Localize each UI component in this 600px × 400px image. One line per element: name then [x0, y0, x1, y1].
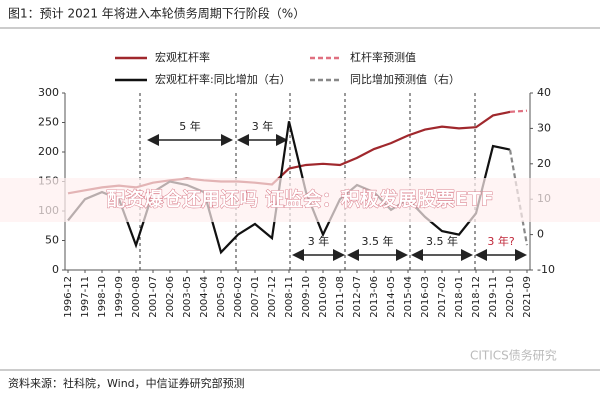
x-tick-label: 2009-10	[301, 276, 312, 318]
x-tick-label: 1996-12	[63, 276, 74, 318]
cycle-label: 3 年	[308, 234, 330, 248]
y-tick-label: 300	[38, 86, 59, 99]
x-tick-label: 2021-09	[522, 276, 533, 318]
x-tick-label: 2018-12	[471, 276, 482, 318]
legend-label: 宏观杠杆率:同比增加（右）	[155, 72, 291, 86]
y-tick-label: 50	[45, 234, 59, 247]
x-tick-label: 2007-12	[267, 276, 278, 318]
x-tick-label: 2006-02	[233, 276, 244, 318]
banner-text: 配资爆仓还用还吗 证监会：积极发展股票ETF	[106, 188, 494, 211]
cycle-label: 5 年	[179, 119, 201, 133]
legend-label: 杠杆率预测值	[350, 50, 416, 64]
y-tick-label: 200	[38, 145, 59, 158]
watermark: CITICS债务研究	[470, 348, 557, 363]
cycle-label: 3.5 年	[426, 234, 458, 248]
y-tick-label: 250	[38, 116, 59, 129]
x-tick-label: 2004-04	[199, 276, 210, 318]
x-tick-label: 2014-05	[386, 276, 397, 318]
x-tick-label: 2005-03	[216, 276, 227, 318]
x-tick-label: 2018-01	[454, 276, 465, 318]
cycle-label: 3.5 年	[362, 234, 394, 248]
x-tick-label: 1998-10	[97, 276, 108, 318]
cycle-label: 3 年	[252, 119, 274, 133]
x-tick-label: 2017-02	[437, 276, 448, 318]
x-tick-label: 2002-06	[165, 276, 176, 318]
x-tick-label: 2016-03	[420, 276, 431, 318]
chart-title: 图1：预计 2021 年将进入本轮债务周期下行阶段（%）	[8, 6, 305, 21]
x-tick-label: 2001-07	[148, 276, 159, 318]
cycle-label: 3 年?	[487, 234, 514, 248]
x-tick-label: 2020-10	[505, 276, 516, 318]
x-tick-label: 1999-09	[114, 276, 125, 318]
source: 资料来源：社科院，Wind，中信证券研究部预测	[8, 376, 245, 390]
banner-band	[0, 178, 600, 222]
y-tick-label: 0	[52, 263, 59, 276]
legend-label: 同比增加预测值（右）	[350, 72, 460, 86]
x-tick-label: 2008-11	[284, 276, 295, 318]
legend-label: 宏观杠杆率	[155, 50, 210, 64]
x-tick-label: 2011-08	[335, 276, 346, 318]
y2-tick-label: 0	[537, 228, 544, 241]
x-tick-label: 2000-08	[131, 276, 142, 318]
y2-tick-label: 20	[537, 157, 551, 170]
x-tick-label: 1997-11	[80, 276, 91, 318]
x-tick-label: 2019-11	[488, 276, 499, 318]
y2-tick-label: -10	[537, 263, 555, 276]
x-tick-label: 2013-06	[369, 276, 380, 318]
x-tick-label: 2010-09	[318, 276, 329, 318]
x-tick-label: 2007-01	[250, 276, 261, 318]
series-line	[67, 121, 511, 255]
series-line	[509, 109, 528, 113]
x-tick-label: 2012-07	[352, 276, 363, 318]
x-tick-label: 2015-04	[403, 276, 414, 318]
y2-tick-label: 30	[537, 121, 551, 134]
x-tick-label: 2003-05	[182, 276, 193, 318]
y2-tick-label: 40	[537, 86, 551, 99]
